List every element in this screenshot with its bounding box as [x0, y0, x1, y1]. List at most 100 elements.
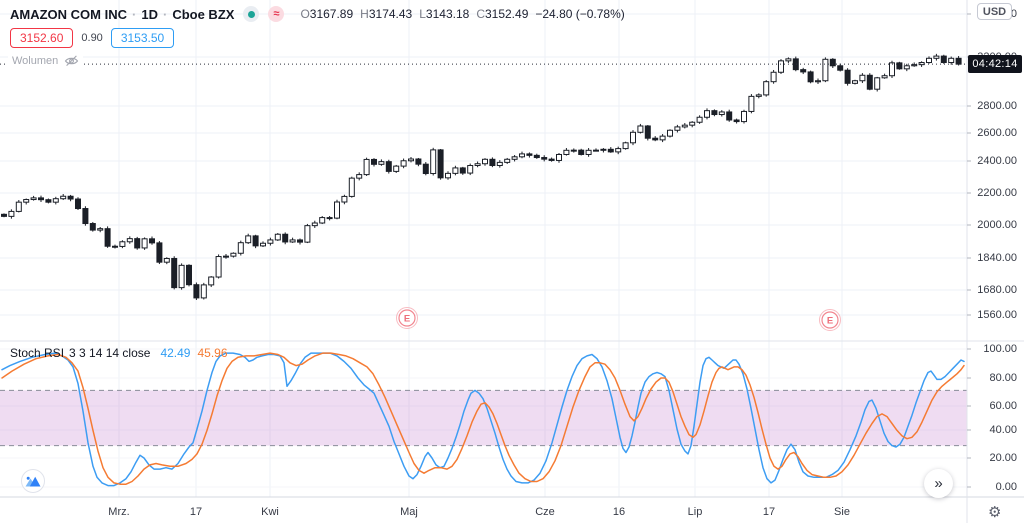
candle-body [889, 62, 895, 77]
candle-body [926, 57, 932, 64]
candle-body [171, 257, 178, 289]
candle-body [718, 111, 725, 116]
time-axis-label: Maj [400, 506, 418, 518]
candle-body [482, 158, 488, 165]
candle-body [533, 154, 540, 159]
ohlc-values: O3167.89 H3174.43 L3143.18 C3152.49 [300, 7, 535, 21]
candle-body [215, 256, 222, 278]
time-axis-label: 17 [189, 506, 203, 518]
bar-close-countdown: 04:42:14 [968, 55, 1022, 73]
mountains-logo-icon [25, 476, 41, 486]
candle-body [67, 195, 74, 200]
candle-body [896, 62, 903, 70]
candle-body [156, 242, 163, 263]
candle-body [667, 129, 673, 137]
candle-body [459, 167, 466, 174]
interval-label[interactable]: 1D [141, 6, 158, 22]
candle-body [23, 199, 30, 203]
candle-body [237, 242, 244, 254]
rsi-d-value: 45.96 [197, 346, 228, 360]
low-value: 3143.18 [425, 7, 470, 21]
candle-body [52, 198, 59, 203]
candle-body [600, 148, 607, 151]
candle-body [297, 239, 303, 243]
candle-body [918, 62, 925, 66]
candle-body [319, 217, 326, 224]
candle-body [1, 213, 7, 217]
earnings-marker[interactable]: E [819, 309, 841, 331]
candle-body [704, 110, 710, 118]
currency-toggle-button[interactable]: USD [977, 3, 1012, 20]
candle-body [304, 225, 311, 243]
candle-body [903, 65, 910, 70]
time-axis-label: Kwi [261, 506, 279, 518]
candle-body [815, 80, 821, 83]
rsi-indicator-title[interactable]: Stoch RSI [10, 346, 65, 360]
close-value: 3152.49 [484, 7, 529, 21]
restore-toolbar-button[interactable]: » [924, 469, 953, 498]
candle-body [570, 149, 577, 152]
sell-button[interactable]: 3152.60 [10, 28, 74, 48]
candle-body [844, 69, 851, 84]
candle-body [770, 71, 777, 83]
candle-body [89, 223, 96, 231]
candle-body [755, 94, 762, 97]
candle-body [659, 135, 666, 141]
open-label: O [300, 7, 310, 21]
candle-body [593, 149, 599, 152]
candle-body [652, 137, 659, 141]
buy-button[interactable]: 3153.50 [110, 28, 175, 48]
candle-body [711, 110, 718, 116]
candle-body [341, 195, 348, 203]
high-value: 3174.43 [368, 7, 413, 21]
candle-body [696, 116, 703, 123]
candle-body [496, 161, 503, 167]
candle-body [186, 264, 192, 286]
candle-body [445, 172, 451, 179]
candle-body [8, 210, 15, 217]
candle-body [778, 60, 784, 73]
candle-body [852, 80, 858, 84]
candle-body [911, 64, 918, 67]
low-label: L [419, 7, 426, 21]
open-value: 3167.89 [309, 7, 354, 21]
candle-body [245, 235, 252, 244]
separator-dot: · [132, 6, 137, 22]
candle-body [371, 158, 377, 165]
candle-body [674, 126, 681, 131]
settings-gear-icon[interactable]: ⚙ [988, 504, 1002, 521]
symbol-title[interactable]: AMAZON COM INC [10, 6, 127, 22]
candle-body [733, 119, 740, 123]
candle-body [726, 111, 733, 121]
price-axis-label: 2800.00 [977, 100, 1017, 112]
candle-body [504, 158, 511, 163]
candle-body [134, 238, 141, 249]
earnings-marker[interactable]: E [396, 307, 418, 329]
double-chevron-right-icon: » [934, 475, 943, 492]
candle-body [859, 74, 866, 82]
volume-indicator-label[interactable]: Wolumen [12, 55, 59, 67]
exchange-label[interactable]: Cboe BZX [172, 6, 235, 22]
candle-body [837, 65, 844, 71]
candle-body [822, 58, 829, 82]
candle-body [644, 125, 651, 139]
candle-body [622, 142, 629, 150]
chart-legend: AMAZON COM INC · 1D · Cboe BZX ≈ O3167.8… [10, 5, 625, 23]
candle-body [792, 58, 799, 71]
candle-body [30, 197, 37, 201]
rsi-k-value: 42.49 [160, 346, 191, 360]
price-axis-label: 1840.00 [977, 252, 1017, 264]
candle-body [881, 75, 888, 79]
candle-body [489, 158, 496, 167]
candle-body [60, 195, 67, 200]
candle-body [38, 197, 44, 201]
candle-body [578, 149, 585, 155]
time-axis-label: 17 [762, 506, 776, 518]
candle-body [548, 158, 555, 161]
stoch-rsi-k-line [1, 352, 965, 487]
tradingview-logo-button[interactable] [21, 469, 45, 493]
volume-indicator-row[interactable]: Wolumen [8, 55, 84, 67]
visibility-off-icon[interactable] [64, 55, 79, 67]
